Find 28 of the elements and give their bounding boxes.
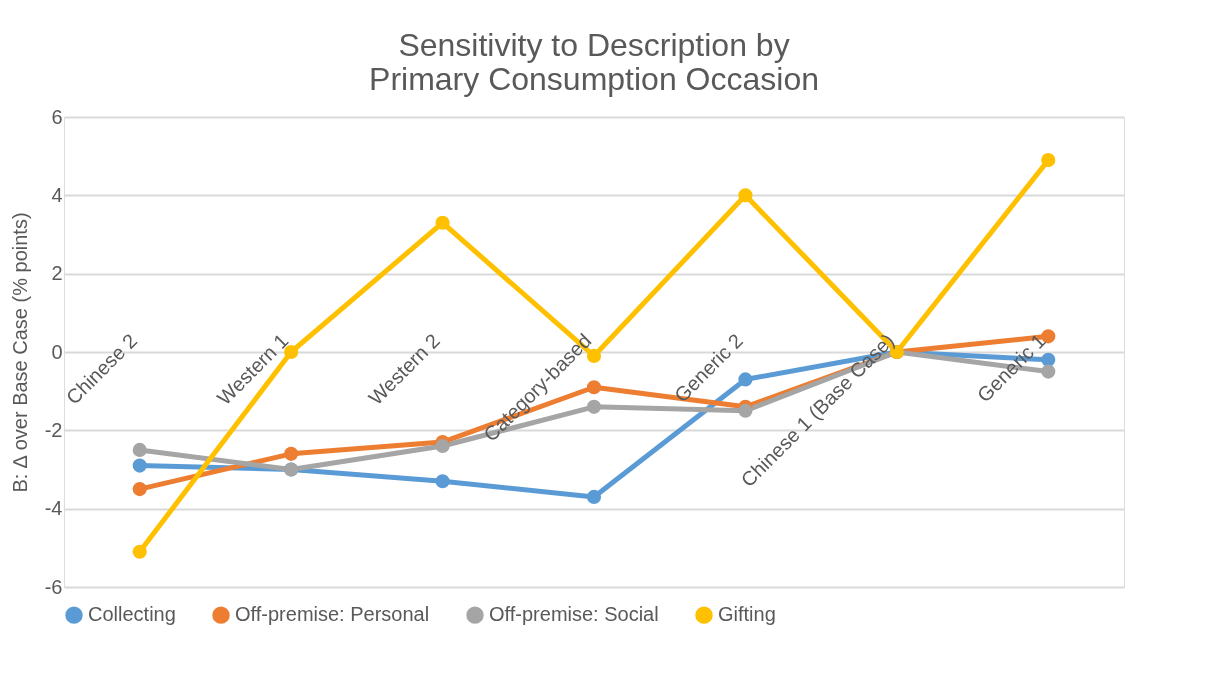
y-tick-label: -6 xyxy=(44,575,63,598)
y-tick-label: -4 xyxy=(44,497,63,520)
point xyxy=(586,489,602,504)
y-tick-label: 2 xyxy=(51,262,63,285)
legend-label: Off-premise: Personal xyxy=(235,603,430,626)
point xyxy=(738,372,753,387)
point xyxy=(132,544,147,559)
point xyxy=(738,188,753,203)
point xyxy=(435,215,450,230)
point xyxy=(435,438,450,454)
point xyxy=(435,474,450,489)
point xyxy=(1041,153,1056,168)
y-tick-label: -2 xyxy=(44,418,63,441)
y-tick-label: 6 xyxy=(51,105,63,128)
chart-title: Sensitivity to Description by Primary Consumption Occasion xyxy=(369,27,819,97)
point xyxy=(132,482,147,497)
point xyxy=(1041,364,1056,379)
point xyxy=(132,442,147,457)
point xyxy=(132,458,147,473)
point xyxy=(284,446,299,461)
point xyxy=(1041,352,1056,367)
legend-label: Collecting xyxy=(88,603,176,626)
legend-label: Gifting xyxy=(718,603,776,626)
point xyxy=(738,403,753,418)
y-tick-label: 4 xyxy=(51,183,63,206)
legend-label: Off-premise: Social xyxy=(489,603,659,626)
y-tick-label: 0 xyxy=(51,340,63,363)
y-axis-title: B: ∆ over Base Case (% points) xyxy=(8,212,31,493)
